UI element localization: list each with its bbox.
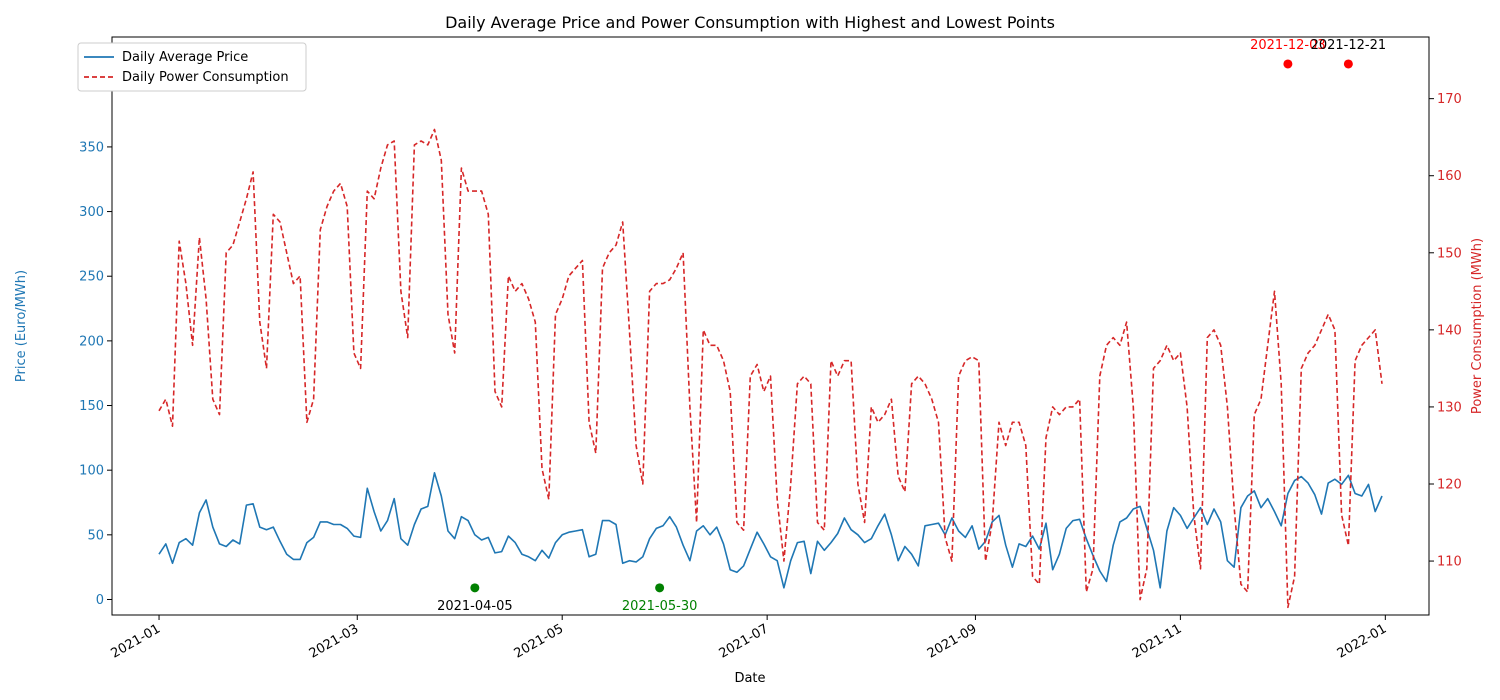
y-left-tick-label-4: 200 [79, 334, 104, 349]
legend-box [77, 42, 307, 92]
annotation-marker-0 [470, 583, 480, 593]
series-line-consumption [158, 128, 1383, 609]
y-axis-left: 050100150200250300350400 [79, 76, 112, 608]
x-axis-label: Date [734, 671, 765, 686]
annotation-label-0: 2021-04-05 [437, 599, 513, 614]
annotation-label-2: 2021-12-03 [1250, 38, 1326, 53]
y-right-tick-label-0: 110 [1437, 555, 1462, 570]
x-tick-label-0: 2021-01 [108, 621, 163, 661]
series-line-price [158, 472, 1383, 589]
x-tick-label-3: 2021-07 [717, 621, 772, 661]
y-right-tick-label-3: 140 [1437, 323, 1462, 338]
y-axis-right-label: Power Consumption (MWh) [1470, 238, 1485, 414]
y-left-tick-label-5: 250 [79, 270, 104, 285]
legend: Daily Average Price Daily Power Consumpt… [77, 42, 307, 92]
y-axis-left-label: Price (Euro/MWh) [14, 270, 29, 382]
y-right-tick-label-2: 130 [1437, 400, 1462, 415]
annotation-marker-1 [655, 583, 665, 593]
x-axis: 2021-01 2021-03 2021-05 2021-07 2021-09 2021-… [108, 615, 1389, 662]
y-right-tick-label-6: 170 [1437, 92, 1462, 107]
legend-consumption-label: Daily Power Consumption [122, 70, 289, 85]
x-tick-label-5: 2021-11 [1130, 621, 1185, 661]
annotation-label-3: 2021-12-21 [1311, 38, 1387, 53]
chart-title: Daily Average Price and Power Consumptio… [445, 13, 1055, 32]
annotation-label-1: 2021-05-30 [622, 599, 698, 614]
plot-area [158, 128, 1383, 609]
plot-frame [111, 36, 1430, 616]
x-tick-label-2: 2021-05 [512, 621, 567, 661]
x-tick-label-4: 2021-09 [925, 621, 980, 661]
y-right-tick-label-4: 150 [1437, 246, 1462, 261]
y-left-tick-label-3: 150 [79, 399, 104, 414]
x-tick-label-6: 2022-01 [1335, 621, 1390, 661]
y-left-tick-label-7: 350 [79, 140, 104, 155]
legend-price-label: Daily Average Price [122, 50, 248, 65]
y-left-tick-label-2: 100 [79, 464, 104, 479]
y-right-tick-label-5: 160 [1437, 169, 1462, 184]
x-tick-label-1: 2021-03 [307, 621, 362, 661]
y-left-tick-label-1: 50 [87, 528, 104, 543]
y-left-tick-label-6: 300 [79, 205, 104, 220]
y-right-tick-label-1: 120 [1437, 477, 1462, 492]
annotation-marker-3 [1343, 59, 1353, 69]
y-axis-right: 110 120 130 140 150 160 170 [1429, 92, 1462, 570]
y-left-tick-label-0: 0 [96, 593, 104, 608]
annotation-marker-2 [1283, 59, 1293, 69]
